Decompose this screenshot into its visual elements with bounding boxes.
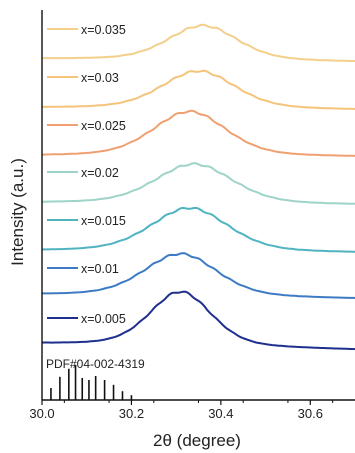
x-tick-label: 30.6 bbox=[298, 406, 323, 421]
series-line-x=0.025 bbox=[42, 109, 355, 157]
series-line-x=0.035 bbox=[42, 23, 355, 62]
series-line-x=0.015 bbox=[42, 206, 355, 253]
x-axis-label: 2θ (degree) bbox=[153, 431, 241, 450]
x-tick-label: 30.4 bbox=[208, 406, 233, 421]
x-tick-label: 30.0 bbox=[29, 406, 54, 421]
series-line-x=0.005 bbox=[41, 290, 355, 351]
legend-label-x=0.01: x=0.01 bbox=[81, 262, 119, 276]
axes: 30.0 30.2 30.4 30.6 bbox=[29, 10, 355, 421]
curves: x=0.005 x=0.01 x=0.015 x=0.02 x=0.025 x=0.03 x… bbox=[41, 23, 355, 351]
reference-label: PDF#04-002-4319 bbox=[46, 357, 145, 371]
x-tick-label: 30.2 bbox=[119, 406, 144, 421]
y-axis-label: Intensity (a.u.) bbox=[8, 158, 27, 266]
legend-label-x=0.005: x=0.005 bbox=[81, 312, 126, 326]
legend-label-x=0.025: x=0.025 bbox=[81, 119, 126, 133]
legend-label-x=0.02: x=0.02 bbox=[81, 166, 119, 180]
series-line-x=0.03 bbox=[42, 69, 355, 110]
reference-pattern: PDF#04-002-4319 bbox=[46, 357, 145, 400]
series-line-x=0.01 bbox=[42, 252, 355, 299]
legend-label-x=0.03: x=0.03 bbox=[81, 71, 119, 85]
series-line-x=0.02 bbox=[42, 162, 355, 205]
legend-label-x=0.015: x=0.015 bbox=[81, 214, 126, 228]
legend-label-x=0.035: x=0.035 bbox=[81, 23, 126, 37]
